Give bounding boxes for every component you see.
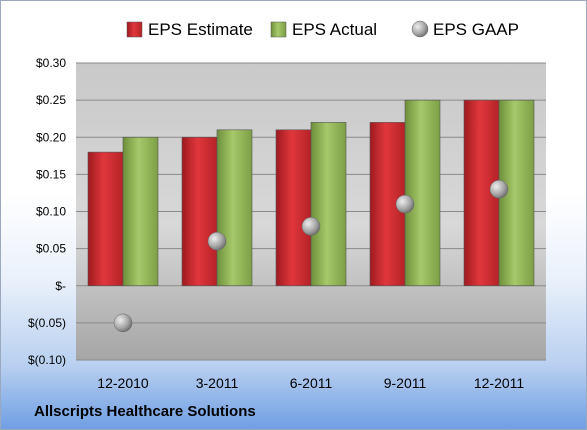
eps-gaap-point — [113, 313, 133, 333]
eps-actual-bar — [310, 122, 347, 287]
eps-estimate-bar — [87, 151, 124, 287]
x-tick-label: 3-2011 — [196, 375, 239, 391]
y-tick-label: $0.20 — [36, 130, 66, 144]
legend-actual-swatch — [270, 21, 287, 38]
company-name: Allscripts Healthcare Solutions — [34, 403, 256, 420]
eps-gaap-point — [395, 194, 415, 214]
eps-gaap-point — [489, 179, 509, 199]
eps-estimate-bar — [181, 136, 218, 287]
y-tick-label: $0.25 — [36, 93, 66, 107]
legend-gaap-swatch — [411, 20, 429, 38]
y-tick-label: $0.10 — [36, 205, 66, 219]
eps-gaap-point — [301, 217, 321, 236]
legend-label: EPS Estimate — [148, 20, 253, 39]
eps-actual-bar — [216, 129, 253, 287]
y-tick-label: $- — [55, 279, 66, 293]
eps-estimate-bar — [275, 129, 312, 287]
eps-actual-bar — [404, 99, 441, 287]
y-tick-label: $(0.05) — [28, 316, 66, 330]
x-tick-label: 9-2011 — [384, 375, 427, 391]
eps-gaap-point — [207, 231, 227, 251]
x-tick-label: 12-2010 — [97, 375, 149, 391]
y-tick-label: $0.05 — [36, 242, 66, 256]
y-tick-label: $0.30 — [36, 56, 66, 70]
legend-label: EPS GAAP — [433, 20, 519, 39]
legend-estimate-swatch — [126, 21, 143, 38]
x-tick-label: 6-2011 — [290, 375, 333, 391]
eps-actual-bar — [122, 136, 159, 287]
y-tick-label: $0.15 — [36, 167, 66, 181]
x-tick-label: 12-2011 — [474, 375, 525, 391]
y-tick-label: $(0.10) — [28, 353, 66, 367]
legend-label: EPS Actual — [292, 20, 377, 39]
